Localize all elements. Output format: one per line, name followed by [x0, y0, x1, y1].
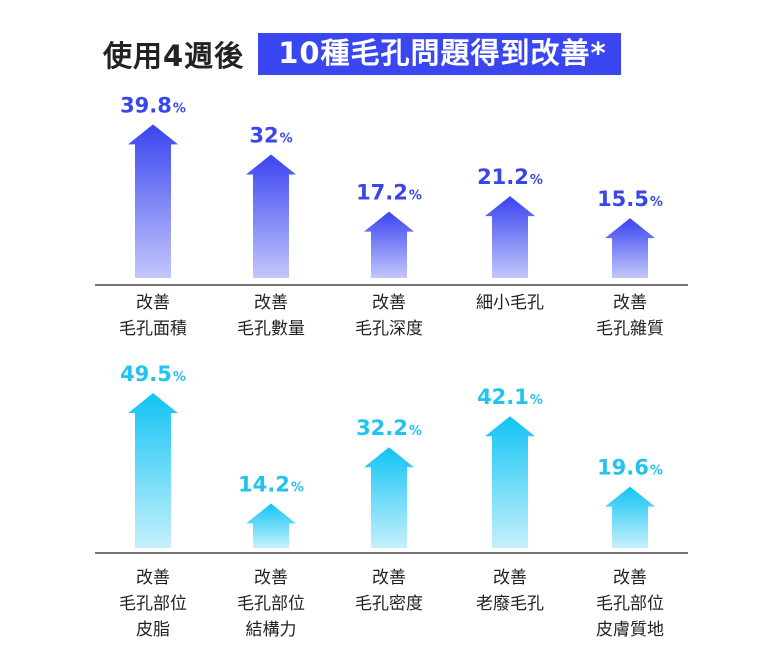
bar-arrow-row2-4 — [485, 416, 535, 548]
bar-arrow-row2-3 — [364, 447, 414, 548]
bar-arrow-row1-5 — [605, 218, 655, 278]
bar-arrow-row2-2 — [246, 503, 296, 548]
data-label-row2-5: 19.6% — [597, 456, 663, 480]
data-label-row1-1: 39.8% — [120, 93, 186, 117]
category-label-row1-4: 細小毛孔 — [476, 293, 544, 313]
category-label-row2-1: 改善毛孔部位皮脂 — [119, 568, 187, 640]
title-lead: 使用4週後 — [103, 39, 245, 73]
chart-title: 使用4週後 10種毛孔問題得到改善* — [103, 33, 621, 75]
category-label-row2-5: 改善毛孔部位皮膚質地 — [596, 568, 664, 640]
data-label-row1-3: 17.2% — [356, 181, 422, 205]
bar-arrow-row2-5 — [605, 486, 655, 548]
row-2-chart: 49.5% 改善毛孔部位皮脂 14.2% 改善毛孔部位結構力 32.2% 改善毛孔密度 42… — [95, 362, 688, 640]
data-label-row1-5: 15.5% — [597, 187, 663, 211]
category-label-row1-2: 改善毛孔數量 — [237, 293, 305, 339]
category-label-row2-2: 改善毛孔部位結構力 — [237, 568, 305, 640]
category-label-row1-3: 改善毛孔深度 — [355, 293, 423, 339]
data-label-row1-2: 32% — [249, 123, 292, 147]
category-label-row2-3: 改善毛孔密度 — [355, 568, 423, 614]
category-label-row2-4: 改善老廢毛孔 — [476, 568, 544, 614]
data-label-row2-2: 14.2% — [238, 473, 304, 497]
title-highlight: 10種毛孔問題得到改善* — [258, 33, 621, 75]
bar-arrow-row1-4 — [485, 196, 535, 278]
data-label-row1-4: 21.2% — [477, 165, 543, 189]
category-label-row1-1: 改善毛孔面積 — [119, 293, 187, 339]
bar-arrow-row1-3 — [364, 211, 414, 278]
bar-arrow-row2-1 — [128, 393, 178, 548]
bar-arrow-row1-2 — [246, 154, 296, 278]
bar-arrow-row1-1 — [128, 124, 178, 278]
data-label-row2-3: 32.2% — [356, 416, 422, 440]
data-label-row2-4: 42.1% — [477, 385, 543, 409]
data-label-row2-1: 49.5% — [120, 362, 186, 386]
row-1-chart: 39.8% 改善毛孔面積 32% 改善毛孔數量 17.2% 改善毛孔深度 21.2% 細小毛孔… — [95, 93, 688, 339]
category-label-row1-5: 改善毛孔雜質 — [596, 293, 664, 339]
